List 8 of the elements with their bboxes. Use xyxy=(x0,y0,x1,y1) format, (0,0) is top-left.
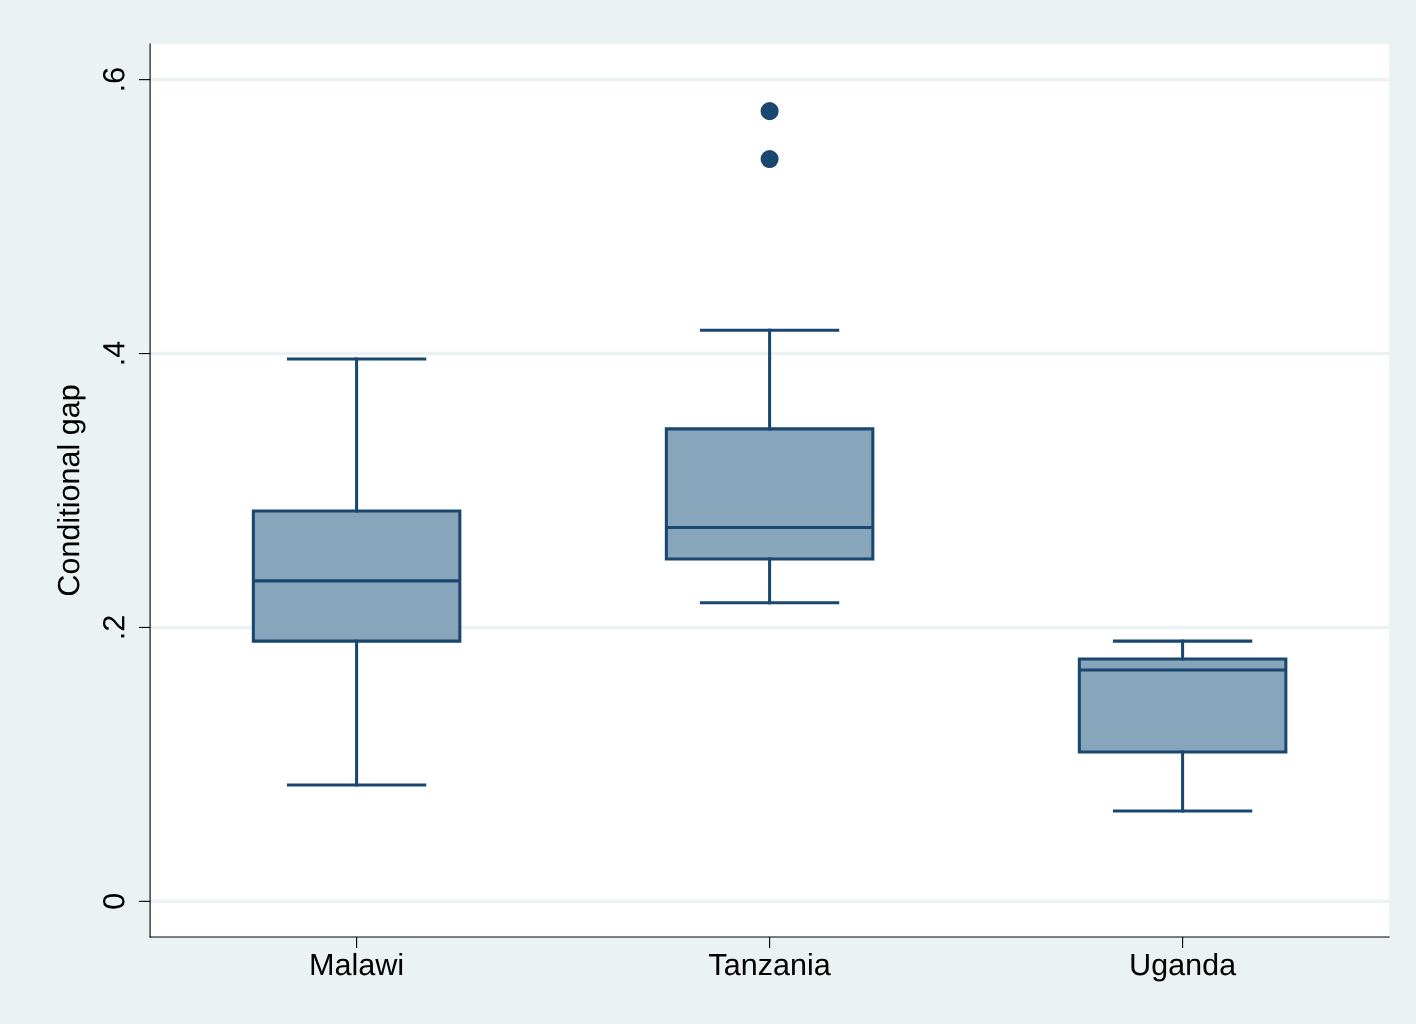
y-tick-label: .2 xyxy=(102,616,125,638)
x-tick-label: Malawi xyxy=(311,952,403,976)
y-tick-label: .6 xyxy=(102,68,125,90)
x-tick-label: Tanzania xyxy=(709,952,831,976)
y-tick-label: .4 xyxy=(103,341,125,364)
y-axis-title: Conditional gap xyxy=(57,385,86,596)
x-tick-label: Uganda xyxy=(1131,952,1237,982)
y-tick-label: 0 xyxy=(102,894,125,909)
